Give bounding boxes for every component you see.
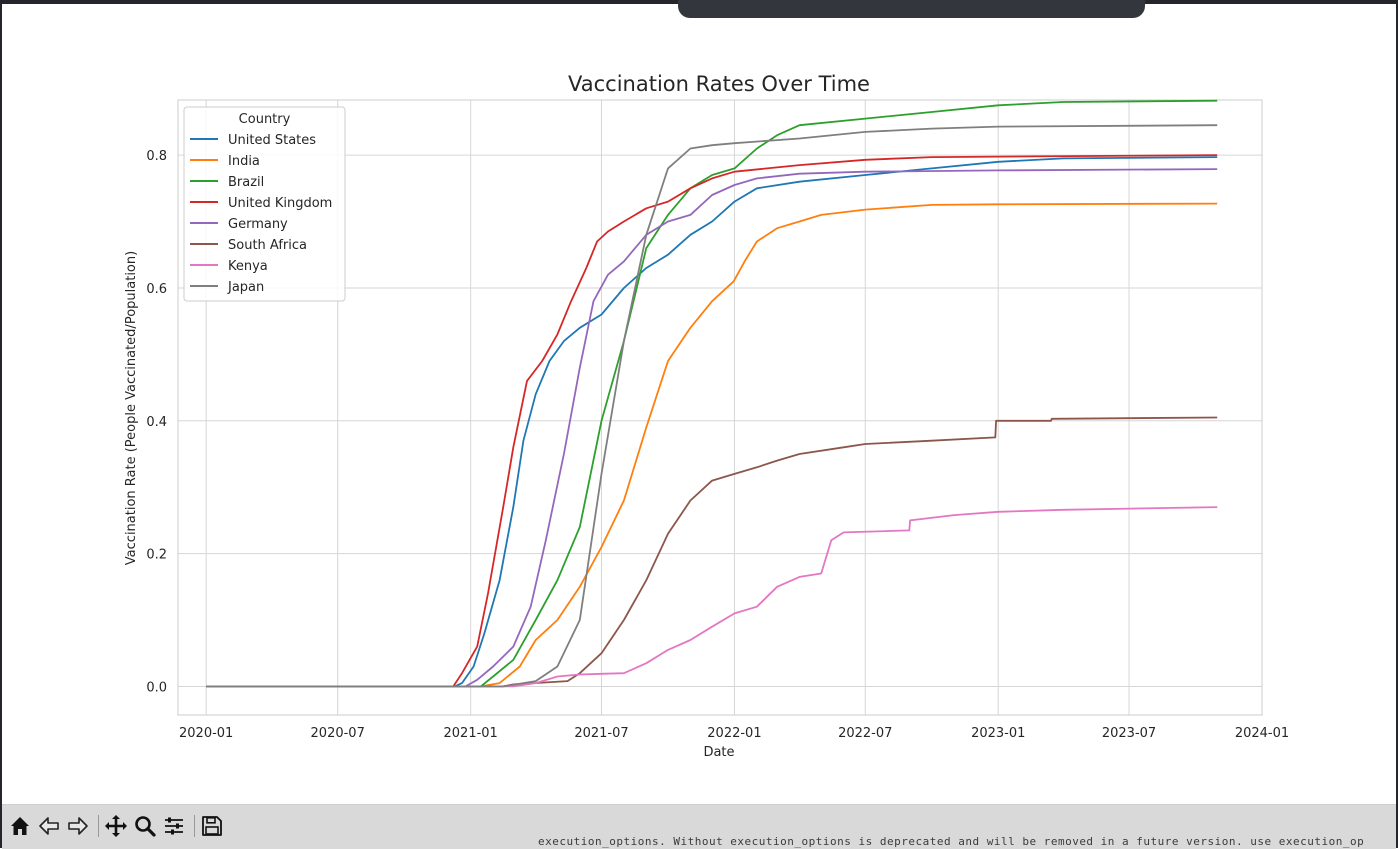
arrow-left-icon — [39, 817, 59, 835]
plot-frame — [177, 99, 1263, 716]
series-line-india — [206, 202, 1218, 688]
legend-label: United Kingdom — [228, 196, 332, 211]
legend-label: United States — [228, 133, 316, 148]
tick-labels: 2020-01 2020-07 2021-01 2021-07 2022-01 2022-… — [146, 149, 1289, 741]
legend: Country United States India Brazil United Ki… — [183, 106, 346, 302]
y-tick-label: 0.8 — [146, 149, 167, 164]
series-line-united-states — [206, 156, 1218, 688]
y-tick-label: 0.6 — [146, 282, 167, 297]
x-axis-label: Date — [703, 745, 734, 760]
toolbar-separator — [194, 815, 195, 837]
series-line-south-africa — [206, 416, 1218, 688]
window-left-edge — [0, 0, 2, 848]
legend-label: Germany — [228, 217, 288, 232]
series-line-kenya — [206, 506, 1218, 688]
x-tick-label: 2023-07 — [1102, 726, 1156, 741]
series-line-japan — [206, 124, 1218, 688]
x-tick-label: 2022-07 — [838, 726, 892, 741]
forward-button[interactable] — [65, 813, 91, 839]
legend-label: South Africa — [228, 238, 307, 253]
floppy-disk-icon — [202, 816, 222, 836]
x-tick-label: 2020-01 — [179, 726, 233, 741]
arrow-right-icon — [68, 817, 88, 835]
magnifier-icon — [135, 816, 156, 837]
legend-label: India — [228, 154, 260, 169]
navigation-toolbar — [2, 804, 1396, 849]
status-message: execution_options. Without execution_opt… — [538, 836, 1365, 848]
legend-box — [183, 106, 346, 302]
x-tick-label: 2020-07 — [311, 726, 365, 741]
legend-label: Japan — [227, 280, 264, 295]
series-layer — [206, 99, 1218, 688]
configure-subplots-button[interactable] — [161, 813, 187, 839]
move-icon — [105, 815, 127, 837]
series-line-united-kingdom — [206, 154, 1218, 688]
series-line-brazil — [206, 99, 1218, 688]
plot-area — [178, 100, 1262, 715]
legend-title: Country — [239, 112, 291, 127]
y-axis-label: Vaccination Rate (People Vaccinated/Popu… — [124, 251, 139, 565]
y-tick-label: 0.0 — [146, 680, 167, 695]
zoom-button[interactable] — [132, 813, 158, 839]
y-tick-label: 0.2 — [146, 548, 167, 563]
x-tick-label: 2021-07 — [574, 726, 628, 741]
home-button[interactable] — [7, 813, 33, 839]
home-icon — [11, 817, 29, 835]
x-tick-label: 2024-01 — [1235, 726, 1289, 741]
save-button[interactable] — [199, 813, 225, 839]
toolbar-separator — [98, 815, 99, 837]
series-line-germany — [206, 168, 1218, 688]
back-button[interactable] — [36, 813, 62, 839]
chart-figure: 2020-01 2020-07 2021-01 2021-07 2022-01 2022-… — [124, 72, 1289, 760]
pan-button[interactable] — [103, 813, 129, 839]
legend-label: Brazil — [228, 175, 264, 190]
x-tick-label: 2021-01 — [444, 726, 498, 741]
x-tick-label: 2023-01 — [971, 726, 1025, 741]
chart-title: Vaccination Rates Over Time — [568, 72, 870, 96]
sliders-icon — [165, 817, 183, 835]
y-tick-label: 0.4 — [146, 415, 167, 430]
x-tick-label: 2022-01 — [707, 726, 761, 741]
overlay-handle — [678, 0, 1145, 18]
window-right-edge — [1396, 0, 1398, 848]
legend-label: Kenya — [228, 259, 268, 274]
